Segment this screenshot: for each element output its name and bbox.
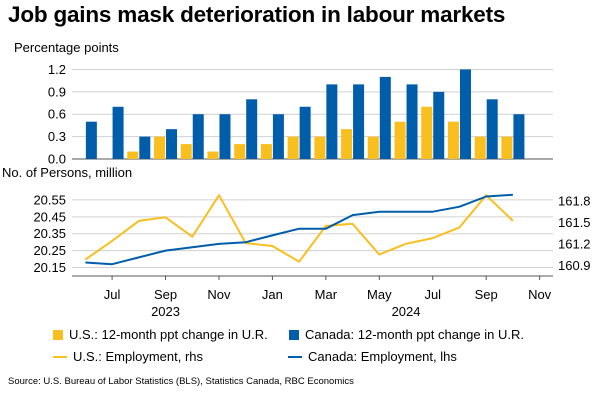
top-panel-ylabel: Percentage points <box>14 40 119 55</box>
us-employment-line <box>84 194 514 263</box>
x-tick-label-jul-6: Jul <box>424 287 441 302</box>
bar-us-ur-aug-2 <box>127 151 139 159</box>
bar-canada-ur-sep-3 <box>166 129 178 159</box>
bar-us-ur-may-11 <box>367 136 379 159</box>
x-tick-label-jan-3: Jan <box>262 287 283 302</box>
legend-label-canada-employment: Canada: Employment, lhs <box>308 349 457 364</box>
x-year-label-2024: 2024 <box>392 304 421 319</box>
bar-canada-ur-nov-5 <box>219 114 231 159</box>
bar-canada-ur-jul-13 <box>433 91 445 159</box>
x-tick-label-mar-4: Mar <box>315 287 338 302</box>
bottom-right-y-tick-label: 161.5 <box>558 215 591 230</box>
bar-us-ur-apr-10 <box>341 129 353 159</box>
x-tick-label-may-5: May <box>367 287 392 302</box>
bar-canada-ur-jun-12 <box>406 84 418 159</box>
bar-canada-ur-jun-0 <box>85 121 97 159</box>
bar-us-ur-nov-5 <box>207 151 219 159</box>
x-tick-label-nov-2: Nov <box>207 287 231 302</box>
bar-canada-ur-feb-8 <box>299 106 311 159</box>
chart-title: Job gains mask deterioration in labour m… <box>8 2 506 27</box>
legend-swatch-canada-ur <box>289 330 299 340</box>
bar-canada-ur-sep-15 <box>486 99 498 159</box>
bottom-left-y-tick-label: 20.15 <box>33 260 66 275</box>
bottom-left-y-tick-label: 20.25 <box>33 243 66 258</box>
bar-us-ur-dec-6 <box>234 144 246 159</box>
x-tick-label-sep-1: Sep <box>154 287 177 302</box>
bar-canada-ur-oct-16 <box>513 114 525 159</box>
bar-us-ur-jan-7 <box>260 144 272 159</box>
bar-canada-ur-dec-6 <box>246 99 258 159</box>
bar-canada-ur-mar-9 <box>326 84 338 159</box>
legend-line-canada-employment <box>288 356 302 358</box>
bottom-right-y-tick-label: 160.9 <box>558 258 591 273</box>
legend-line-us-employment <box>53 356 67 358</box>
legend-swatch-us-ur <box>53 330 63 340</box>
top-y-tick-label: 1.2 <box>48 62 66 77</box>
bar-us-ur-aug-14 <box>447 121 459 159</box>
x-year-label-2023: 2023 <box>151 304 180 319</box>
bar-us-ur-sep-3 <box>154 136 166 159</box>
bar-canada-ur-oct-4 <box>192 114 204 159</box>
top-y-tick-label: 0.3 <box>48 129 66 144</box>
top-y-tick-label: 0.6 <box>48 107 66 122</box>
bottom-right-y-tick-label: 161.8 <box>558 193 591 208</box>
bottom-left-y-tick-label: 20.45 <box>33 209 66 224</box>
x-tick-label-jul-0: Jul <box>104 287 121 302</box>
top-y-tick-label: 0.9 <box>48 84 66 99</box>
bar-canada-ur-apr-10 <box>353 84 365 159</box>
canada-employment-line <box>85 193 513 266</box>
bar-us-ur-mar-9 <box>314 136 326 159</box>
bar-canada-ur-jan-7 <box>272 114 284 159</box>
bar-canada-ur-aug-2 <box>139 136 151 159</box>
bottom-panel-ylabel: No. of Persons, million <box>2 165 133 180</box>
bottom-left-y-tick-label: 20.35 <box>33 226 66 241</box>
bar-us-ur-oct-4 <box>180 144 192 159</box>
source-note: Source: U.S. Bureau of Labor Statistics … <box>8 376 354 387</box>
bar-canada-ur-may-11 <box>379 76 391 159</box>
bottom-right-y-tick-label: 161.2 <box>558 236 591 251</box>
x-tick-label-sep-7: Sep <box>475 287 498 302</box>
bar-us-ur-oct-16 <box>501 136 513 159</box>
bar-us-ur-jul-13 <box>421 106 433 159</box>
top-y-tick-label: 0.0 <box>48 152 66 167</box>
bar-canada-ur-aug-14 <box>459 69 471 159</box>
bar-us-ur-jun-12 <box>394 121 406 159</box>
bottom-left-y-tick-label: 20.55 <box>33 192 66 207</box>
bar-canada-ur-jul-1 <box>112 106 124 159</box>
legend-label-us-employment: U.S.: Employment, rhs <box>73 349 204 364</box>
legend-label-canada-ur: Canada: 12-month ppt change in U.R. <box>305 327 524 342</box>
legend-label-us-ur: U.S.: 12-month ppt change in U.R. <box>69 327 268 342</box>
bar-us-ur-feb-8 <box>287 136 299 159</box>
bar-us-ur-sep-15 <box>474 136 486 159</box>
x-tick-label-nov-8: Nov <box>528 287 552 302</box>
